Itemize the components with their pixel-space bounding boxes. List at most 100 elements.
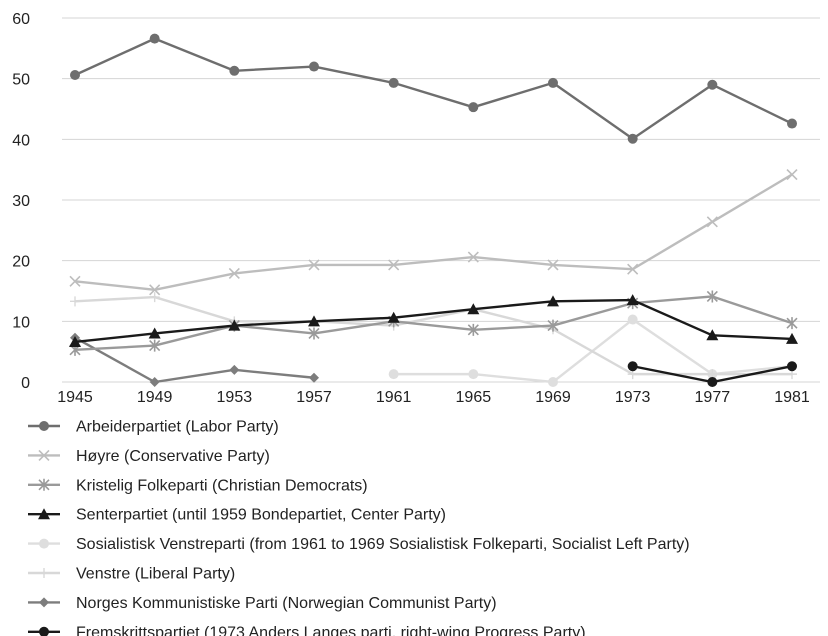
y-axis-tick-labels: 0 10 20 30 40 50 60 xyxy=(12,11,30,392)
series-line xyxy=(74,173,793,291)
data-point xyxy=(467,323,479,336)
legend-item: Sosialistisk Venstreparti (from 1961 to … xyxy=(28,536,690,553)
data-point xyxy=(149,377,160,387)
data-point xyxy=(627,314,638,325)
y-tick-label: 40 xyxy=(12,132,30,149)
data-point xyxy=(149,292,160,303)
data-point xyxy=(148,327,161,339)
legend-item: Senterpartiet (until 1959 Bondepartiet, … xyxy=(28,507,446,524)
y-tick-label: 30 xyxy=(12,193,30,210)
data-point xyxy=(467,303,480,315)
legend-marker xyxy=(39,421,49,431)
series-line xyxy=(74,295,792,376)
legend-item: Høyre (Conservative Party) xyxy=(28,448,270,465)
data-point xyxy=(548,377,558,387)
legend-label: Norges Kommunistiske Parti (Norwegian Co… xyxy=(76,595,497,612)
legend-marker xyxy=(39,597,49,608)
data-point xyxy=(468,102,479,113)
x-tick-label: 1965 xyxy=(456,389,492,406)
series-6 xyxy=(70,332,319,387)
data-point xyxy=(69,275,81,287)
data-point xyxy=(229,364,240,375)
data-point xyxy=(308,327,320,340)
data-point xyxy=(547,295,559,307)
data-point xyxy=(69,335,81,347)
y-tick-label: 10 xyxy=(12,314,30,331)
x-tick-label: 1969 xyxy=(535,389,571,406)
legend-item: Fremskrittspartiet (1973 Anders Langes p… xyxy=(28,624,586,636)
data-point xyxy=(228,267,240,279)
legend-marker xyxy=(38,478,50,491)
legend-marker xyxy=(39,538,49,549)
data-point xyxy=(309,372,319,383)
legend-item: Venstre (Liberal Party) xyxy=(28,566,235,583)
series-2 xyxy=(69,290,798,356)
data-point xyxy=(468,369,479,380)
data-point xyxy=(149,339,161,352)
x-tick-label: 1945 xyxy=(57,389,93,406)
data-point xyxy=(228,319,241,331)
data-point xyxy=(70,296,80,307)
x-axis-tick-labels: 1945 1949 1953 1957 1961 1965 1969 1973 1977 1981 xyxy=(57,389,810,406)
legend-item: Norges Kommunistiske Parti (Norwegian Co… xyxy=(28,595,497,612)
series-line xyxy=(74,336,315,384)
series-line xyxy=(74,37,793,140)
series-5 xyxy=(70,292,797,380)
data-point xyxy=(707,79,718,90)
x-tick-label: 1953 xyxy=(217,389,253,406)
x-tick-label: 1981 xyxy=(774,389,810,406)
data-point xyxy=(547,319,559,332)
data-point xyxy=(787,361,797,372)
legend-marker xyxy=(39,626,49,636)
series-7 xyxy=(627,361,797,387)
legend-marker xyxy=(38,449,50,461)
series-1 xyxy=(69,168,798,296)
y-tick-label: 20 xyxy=(12,254,30,271)
data-point xyxy=(70,70,80,81)
data-point xyxy=(627,263,639,275)
data-point xyxy=(787,118,797,129)
series-line xyxy=(74,295,793,352)
series-group xyxy=(69,33,798,387)
data-point xyxy=(387,311,400,323)
series-line xyxy=(74,298,793,344)
data-point xyxy=(706,290,718,303)
data-point xyxy=(706,329,719,341)
y-tick-label: 60 xyxy=(12,11,30,28)
legend-item: Kristelig Folkeparti (Christian Democrat… xyxy=(28,477,368,494)
data-point xyxy=(388,369,399,380)
data-point xyxy=(388,77,399,88)
legend-label: Kristelig Folkeparti (Christian Democrat… xyxy=(76,477,368,494)
data-point xyxy=(229,65,240,76)
series-0 xyxy=(70,33,797,144)
y-tick-label: 50 xyxy=(12,72,30,89)
x-tick-label: 1949 xyxy=(137,389,173,406)
data-point xyxy=(467,251,479,263)
legend-item: Arbeiderpartiet (Labor Party) xyxy=(28,419,279,436)
series-3 xyxy=(69,294,798,347)
legend-marker xyxy=(39,568,49,578)
data-point xyxy=(149,33,160,44)
legend-marker xyxy=(38,508,50,520)
legend-label: Senterpartiet (until 1959 Bondepartiet, … xyxy=(76,507,446,524)
legend-label: Fremskrittspartiet (1973 Anders Langes p… xyxy=(76,624,586,636)
data-point xyxy=(309,61,319,72)
data-point xyxy=(706,216,718,228)
legend-label: Arbeiderpartiet (Labor Party) xyxy=(76,419,279,436)
y-tick-label: 0 xyxy=(21,375,30,392)
data-point xyxy=(786,168,798,181)
data-point xyxy=(548,77,558,88)
data-point xyxy=(388,259,400,271)
data-point xyxy=(786,332,798,344)
x-tick-label: 1977 xyxy=(695,389,731,406)
legend-label: Sosialistisk Venstreparti (from 1961 to … xyxy=(76,536,690,553)
data-point xyxy=(627,361,638,372)
x-tick-label: 1957 xyxy=(296,389,332,406)
data-point xyxy=(627,133,638,144)
x-tick-label: 1961 xyxy=(376,389,412,406)
x-tick-label: 1973 xyxy=(615,389,651,406)
data-point xyxy=(149,284,161,296)
legend-label: Venstre (Liberal Party) xyxy=(76,566,235,583)
data-point xyxy=(707,377,718,387)
